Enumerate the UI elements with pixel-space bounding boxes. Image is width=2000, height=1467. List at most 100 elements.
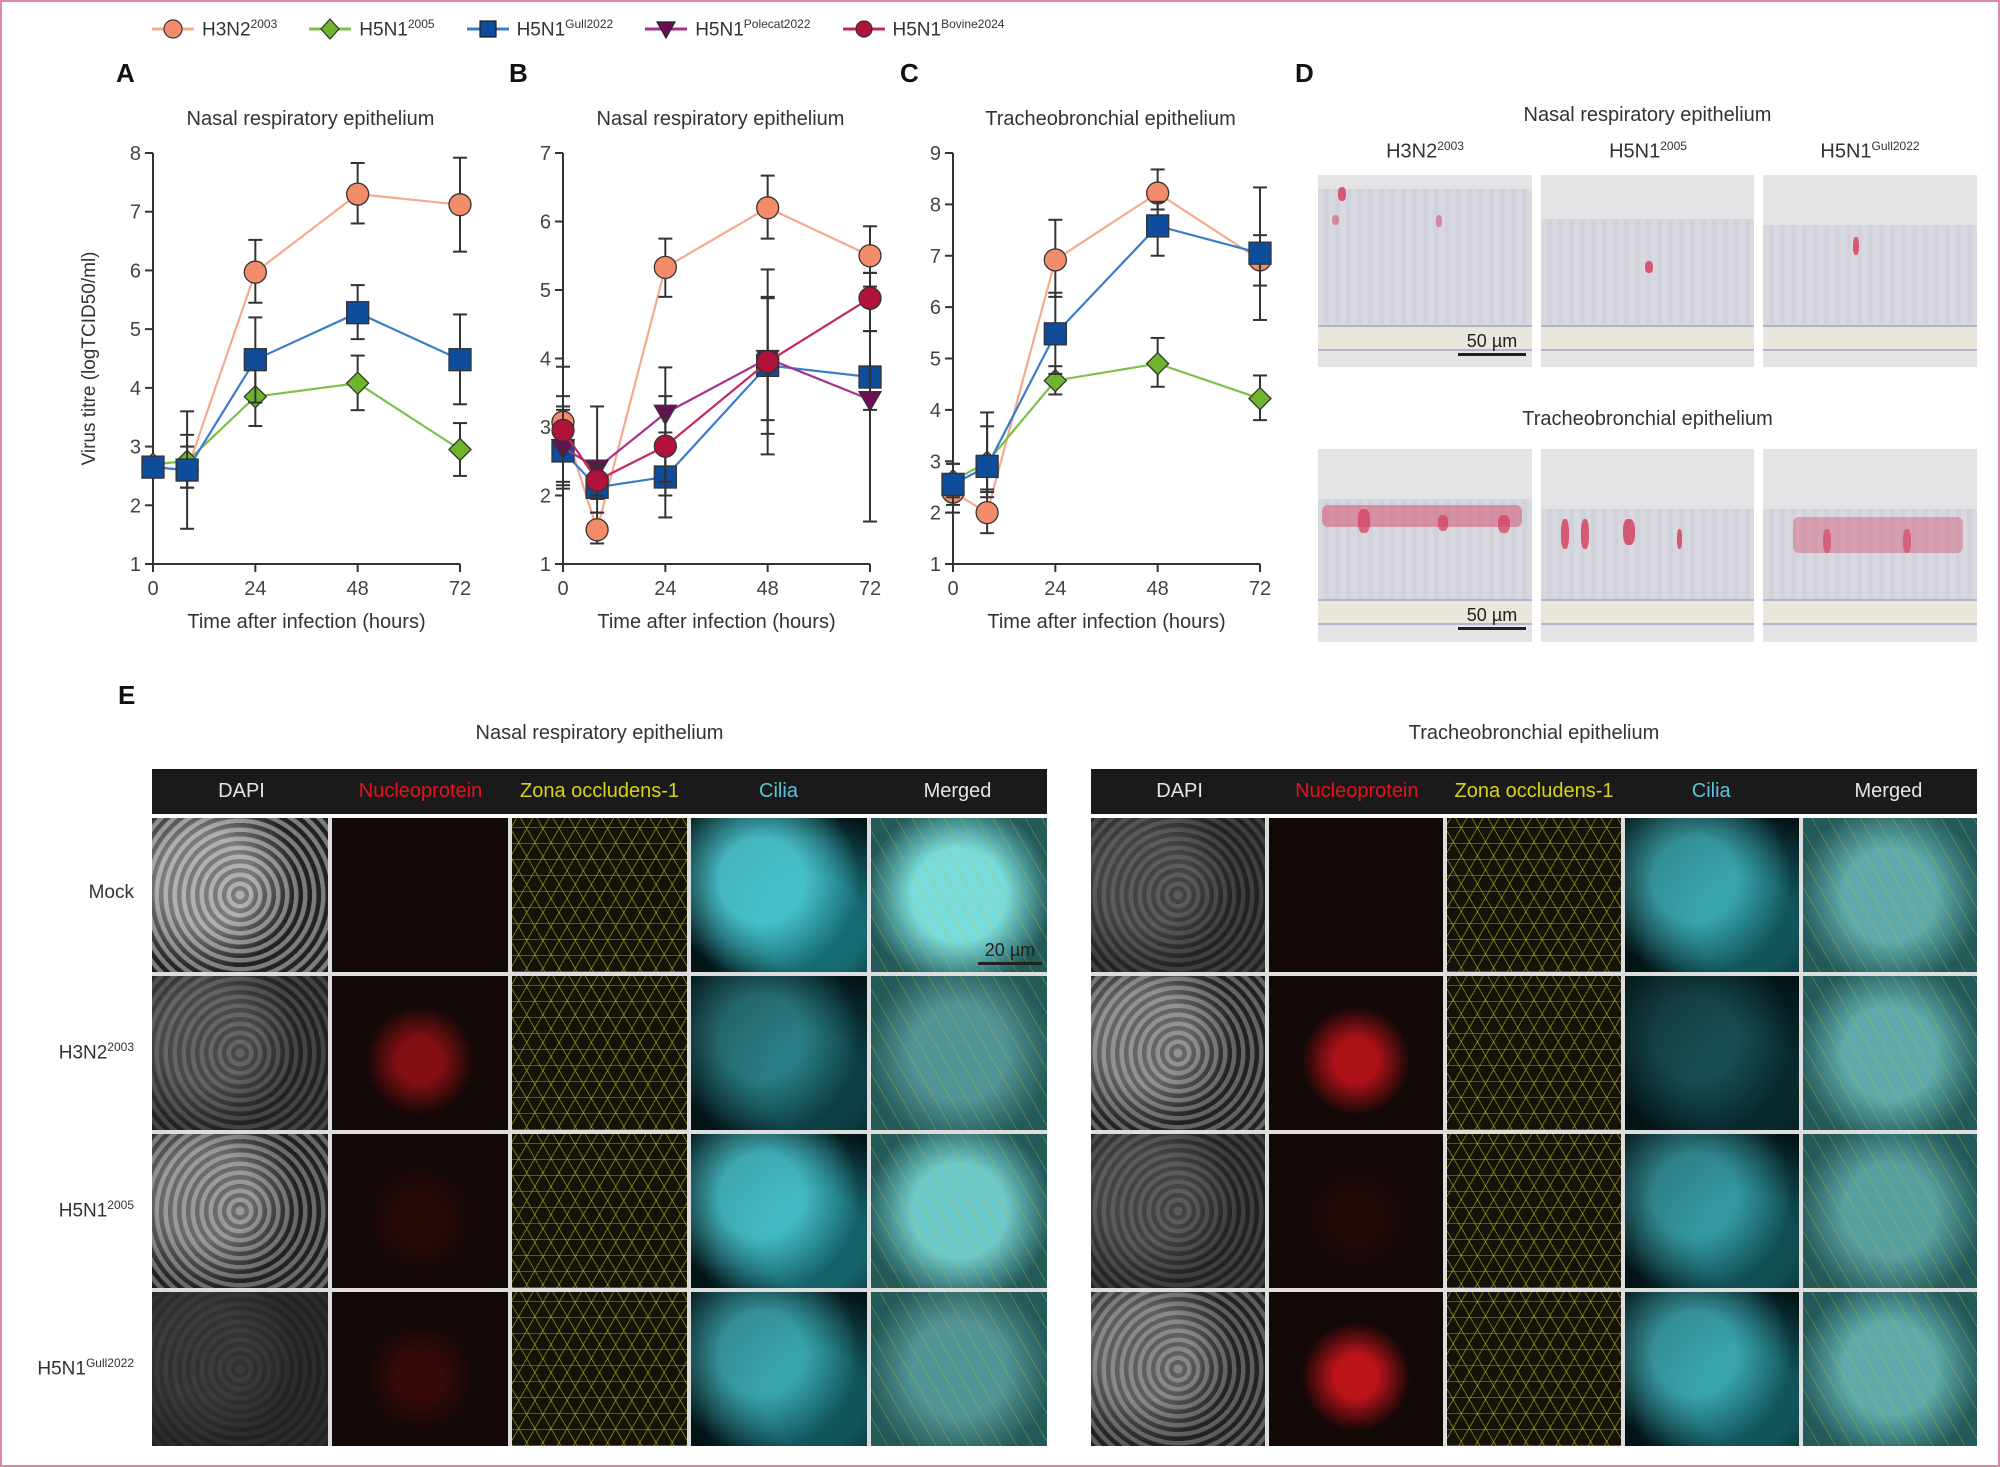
channel-label-dapi: DAPI bbox=[1156, 780, 1203, 802]
x-tick-label: 48 bbox=[347, 578, 369, 600]
if-image-h3n2-2003-zona-occludens-1 bbox=[511, 976, 688, 1130]
y-tick-label: 1 bbox=[130, 554, 141, 576]
if-image-mock-merged bbox=[871, 818, 1047, 972]
data-point-circle bbox=[243, 260, 267, 284]
series-line bbox=[152, 192, 461, 472]
if-image-h5n1-2005-cilia bbox=[1625, 1134, 1799, 1288]
if-image-h5n1-gull2022-nucleoprotein bbox=[331, 1292, 508, 1446]
x-axis-label: Time after infection (hours) bbox=[597, 611, 835, 633]
series-h5n1-gull2022 bbox=[941, 200, 1272, 506]
legend-marker-circle-icon bbox=[842, 20, 885, 38]
y-tick-label: 5 bbox=[930, 349, 941, 371]
panel-e-nasal-title: Nasal respiratory epithelium bbox=[475, 722, 724, 744]
panel-label-d: D bbox=[1295, 58, 1314, 88]
y-tick-label: 3 bbox=[130, 437, 141, 459]
data-point-diamond bbox=[1248, 386, 1272, 411]
legend: H3N22003 H5N12005 H5N1Gull2022 H5N1Polec… bbox=[150, 14, 1004, 44]
legend-item: H5N12005 bbox=[307, 17, 435, 41]
if-image-h3n2-2003-dapi bbox=[152, 976, 328, 1130]
if-image-h5n1-gull2022-merged bbox=[871, 1292, 1047, 1446]
if-image-h3n2-2003-nucleoprotein bbox=[331, 976, 508, 1130]
y-tick-label: 9 bbox=[930, 143, 941, 165]
chart-b: Nasal respiratory epithelium 1 2 3 4 5 6 7 0 24 48… bbox=[540, 108, 883, 633]
series-line bbox=[952, 224, 1261, 486]
y-tick-label: 3 bbox=[540, 417, 551, 439]
panel-label-b: B bbox=[509, 58, 528, 88]
data-point-circle bbox=[975, 500, 999, 525]
data-point-circle bbox=[585, 468, 609, 493]
data-point-circle bbox=[1043, 248, 1067, 272]
y-tick-label: 4 bbox=[540, 349, 551, 371]
y-tick-label: 7 bbox=[930, 246, 941, 268]
panel-d-row2-title: Tracheobronchial epithelium bbox=[1522, 408, 1773, 430]
y-tick-label: 2 bbox=[130, 495, 141, 517]
chart-a: Nasal respiratory epithelium 1 2 3 4 5 6 7 8 0 24 4… bbox=[79, 108, 472, 633]
data-point-circle bbox=[858, 286, 882, 310]
data-point-circle bbox=[1146, 181, 1170, 205]
legend-marker-diamond-icon bbox=[309, 18, 352, 40]
y-tick-label: 2 bbox=[930, 503, 941, 525]
chart-title: Nasal respiratory epithelium bbox=[597, 108, 845, 130]
if-image-h3n2-2003-merged bbox=[871, 976, 1047, 1130]
legend-label: H5N1Polecat2022 bbox=[695, 16, 811, 41]
data-point-circle bbox=[756, 350, 780, 374]
panel-d-col-label: H3N22003 bbox=[1386, 139, 1464, 163]
histology-image-nasal-h3n2: 50 µm bbox=[1318, 175, 1532, 367]
histology-image-trachea-h5n1-2005 bbox=[1541, 449, 1754, 642]
series-line bbox=[152, 311, 461, 472]
x-axis-label: Time after infection (hours) bbox=[987, 611, 1225, 633]
data-point-square bbox=[175, 458, 199, 482]
chart-title: Nasal respiratory epithelium bbox=[187, 108, 435, 130]
legend-item: H3N22003 bbox=[150, 17, 277, 41]
y-tick-label: 3 bbox=[930, 451, 941, 473]
if-image-mock-dapi bbox=[152, 818, 328, 972]
y-tick-label: 7 bbox=[540, 143, 551, 165]
chart-title: Tracheobronchial epithelium bbox=[985, 108, 1236, 130]
data-point-square bbox=[141, 455, 165, 479]
if-image-h5n1-2005-nucleoprotein bbox=[1269, 1134, 1443, 1288]
series-h3n2-2003 bbox=[941, 168, 1272, 535]
y-tick-label: 8 bbox=[930, 194, 941, 216]
if-image-mock-nucleoprotein bbox=[1269, 818, 1443, 972]
row-label-h5n1-gull: H5N1Gull2022 bbox=[37, 1356, 134, 1380]
row-label-h5n1-2005: H5N12005 bbox=[58, 1198, 134, 1222]
legend-label: H5N1Bovine2024 bbox=[892, 16, 1005, 41]
if-image-h5n1-2005-zona-occludens-1 bbox=[1447, 1134, 1621, 1288]
data-point-square bbox=[243, 348, 267, 372]
y-tick-label: 7 bbox=[130, 202, 141, 224]
channel-label-cilia: Cilia bbox=[759, 780, 798, 802]
x-tick-label: 0 bbox=[947, 578, 958, 600]
data-point-diamond bbox=[345, 371, 370, 396]
data-point-square bbox=[975, 454, 999, 479]
data-point-diamond bbox=[448, 437, 472, 462]
if-image-h5n1-gull2022-merged bbox=[1803, 1292, 1977, 1446]
y-tick-label: 6 bbox=[540, 212, 551, 234]
if-image-h5n1-gull2022-dapi bbox=[152, 1292, 328, 1446]
channel-label-merged: Merged bbox=[1854, 780, 1923, 802]
if-image-h3n2-2003-cilia bbox=[691, 976, 868, 1130]
series-h5n1-bovine2024 bbox=[551, 271, 882, 497]
x-tick-label: 24 bbox=[654, 578, 676, 600]
histology-image-nasal-h5n1-2005 bbox=[1541, 175, 1754, 367]
legend-marker-triangle-icon bbox=[645, 21, 688, 40]
if-image-h5n1-gull2022-nucleoprotein bbox=[1269, 1292, 1443, 1446]
data-point-square bbox=[941, 472, 965, 497]
panel-label-a: A bbox=[116, 58, 135, 88]
scale-bar: 50 µm bbox=[1458, 331, 1526, 356]
panel-label-c: C bbox=[900, 58, 919, 88]
legend-label: H5N1Gull2022 bbox=[516, 16, 614, 41]
channel-label-cilia: Cilia bbox=[1691, 780, 1731, 802]
y-tick-label: 4 bbox=[130, 378, 141, 400]
data-point-circle bbox=[551, 418, 575, 443]
series-line bbox=[952, 362, 1261, 482]
channel-label-dapi: DAPI bbox=[218, 780, 265, 802]
if-image-h5n1-2005-dapi bbox=[1091, 1134, 1265, 1288]
x-tick-label: 0 bbox=[557, 578, 568, 600]
channel-label-zo1: Zona occludens-1 bbox=[1454, 780, 1614, 802]
y-tick-label: 6 bbox=[930, 297, 941, 319]
channel-label-nucleoprotein: Nucleoprotein bbox=[1295, 780, 1419, 802]
if-image-h5n1-gull2022-zona-occludens-1 bbox=[511, 1292, 688, 1446]
panel-d-col-label: H5N12005 bbox=[1609, 139, 1687, 163]
if-image-h5n1-2005-merged bbox=[1803, 1134, 1977, 1288]
